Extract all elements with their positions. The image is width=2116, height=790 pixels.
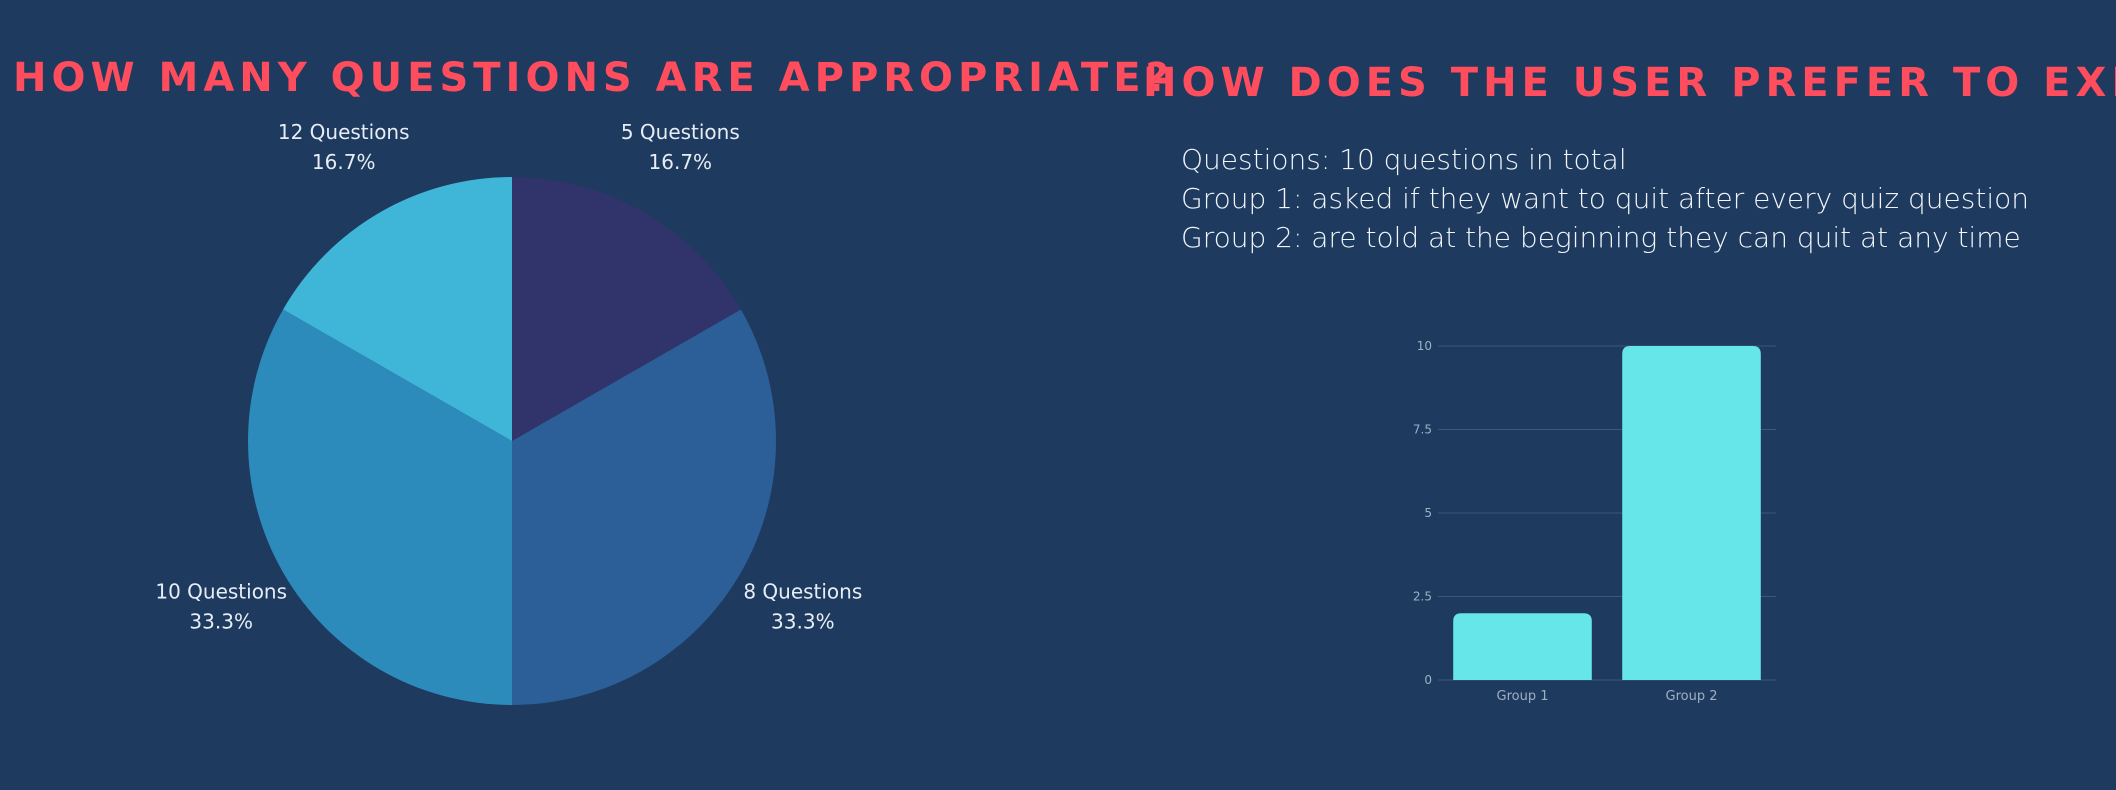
- pie-slice-label: 12 Questions: [278, 120, 410, 144]
- info-line-group-2: Group 2: are told at the beginning they …: [1181, 221, 2021, 254]
- bar: [1453, 613, 1592, 680]
- pie-slice-percent: 16.7%: [649, 150, 713, 174]
- pie-slice: [512, 309, 776, 705]
- pie-slice-label: 5 Questions: [621, 120, 740, 144]
- y-tick-label: 10: [1417, 339, 1432, 353]
- x-category-label: Group 2: [1666, 689, 1718, 704]
- pie-slice-label: 10 Questions: [155, 579, 287, 603]
- pie-chart-title: HOW MANY QUESTIONS ARE APPROPRIATE?: [13, 55, 1174, 101]
- pie-slice-percent: 33.3%: [771, 609, 835, 633]
- x-category-label: Group 1: [1497, 689, 1549, 704]
- info-line-group-1: Group 1: asked if they want to quit afte…: [1181, 182, 2029, 215]
- pie-slice: [283, 177, 512, 441]
- y-tick-label: 5: [1424, 506, 1432, 520]
- bar-chart-title: HOW DOES THE USER PREFER TO EXIT?: [1143, 60, 2116, 106]
- info-line-questions: Questions: 10 questions in total: [1181, 143, 1627, 176]
- pie-slice-percent: 33.3%: [189, 609, 253, 633]
- y-tick-label: 7.5: [1413, 423, 1432, 437]
- pie-slice: [512, 177, 741, 441]
- pie-chart: 5 Questions 16.7% 8 Questions 33.3% 10 Quest…: [155, 120, 862, 705]
- pie-slice-label: 8 Questions: [743, 579, 862, 603]
- y-tick-label: 0: [1424, 673, 1432, 687]
- exit-study-description: Questions: 10 questions in total Group 1…: [1181, 140, 2029, 257]
- pie-slice: [247, 309, 512, 705]
- y-tick-label: 2.5: [1413, 590, 1432, 604]
- bar: [1622, 346, 1761, 680]
- pie-slice-percent: 16.7%: [312, 150, 376, 174]
